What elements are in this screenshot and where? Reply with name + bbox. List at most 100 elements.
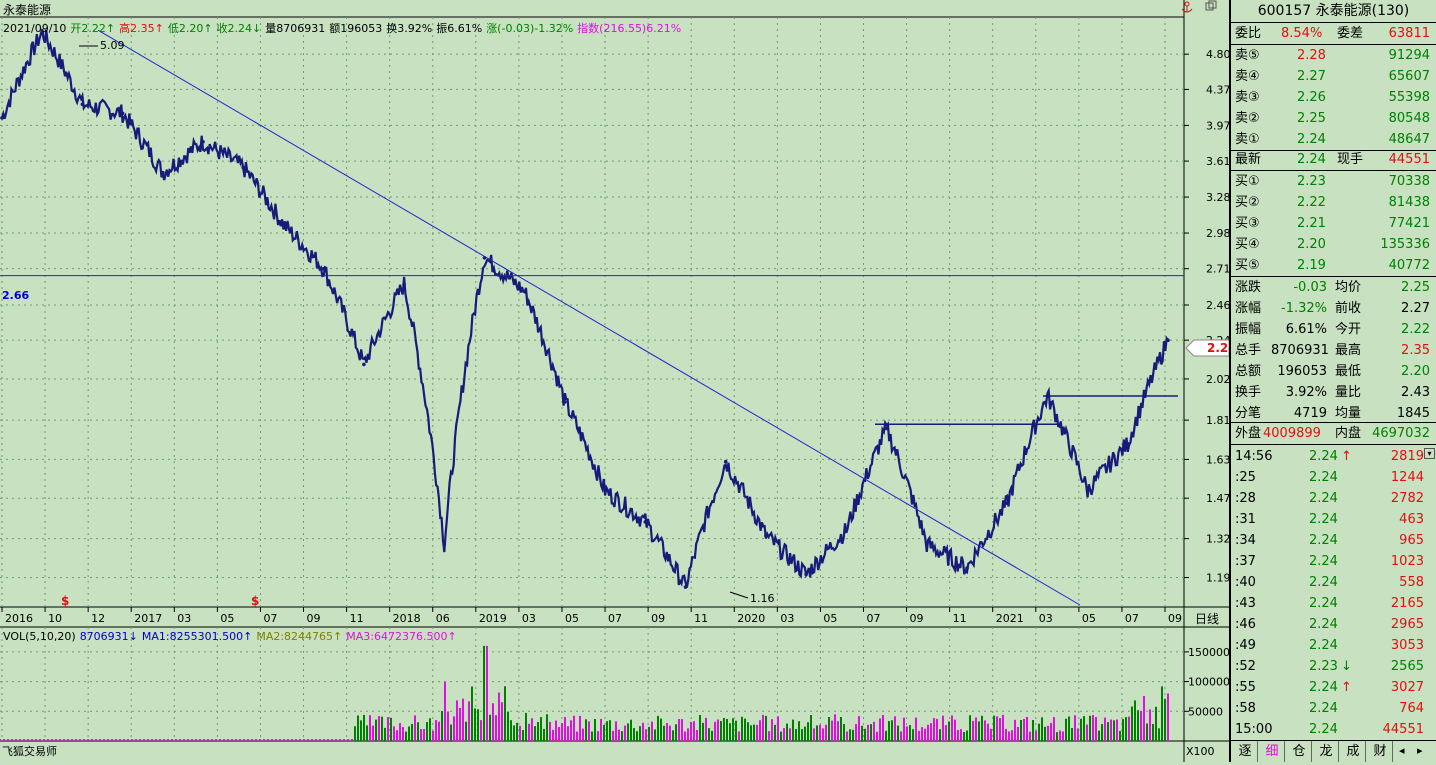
price-point[interactable] [522, 289, 527, 294]
price-point[interactable] [804, 572, 808, 577]
price-point[interactable] [643, 520, 648, 524]
price-point[interactable] [1166, 338, 1170, 343]
price-point[interactable] [80, 102, 85, 107]
tick-row[interactable]: 15:00 2.24 44551 [1231, 719, 1436, 740]
stat-item: 额196053 [329, 22, 383, 35]
price-point[interactable] [201, 140, 205, 144]
price-point[interactable] [442, 542, 447, 547]
chevron-left-icon[interactable]: ◂ [1399, 744, 1405, 757]
stat-value: 2.27 [1401, 301, 1430, 316]
price-point[interactable] [884, 426, 889, 431]
vol-tick-label: 150000 [1188, 646, 1229, 659]
price-point[interactable] [965, 566, 969, 570]
tick-row[interactable]: 14:56 2.24 ↑ 2819 [1231, 446, 1436, 467]
main-chart[interactable]: 4.80 4.37 3.97 3.61 3.28 2.98 2.71 2.46 2.24 2.02… [0, 0, 1237, 762]
stat-label: 总手 [1235, 343, 1262, 358]
xianshou-label: 现手 [1337, 152, 1364, 167]
sell-row[interactable]: 卖⑤ 2.28 91294 [1231, 45, 1436, 66]
price-point[interactable] [844, 528, 849, 532]
tick-time: 15:00 [1235, 722, 1273, 737]
price-point[interactable] [563, 400, 567, 404]
price-point[interactable] [683, 585, 688, 589]
stat-label: 换手 [1235, 385, 1262, 400]
x-tick-label: 11 [350, 612, 364, 625]
price-point[interactable] [120, 111, 125, 116]
sell-row[interactable]: 卖② 2.25 80548 [1231, 108, 1436, 129]
tick-price: 2.24 [1309, 449, 1338, 464]
buy-row[interactable]: 买⑤ 2.19 40772 [1231, 255, 1436, 276]
tick-row[interactable]: :25 2.24 1244 [1231, 467, 1436, 488]
sell-row[interactable]: 卖③ 2.26 55398 [1231, 87, 1436, 108]
volume-header: VOL(5,10,20) 8706931↓ MA1:8255301.500↑ MA2:… [3, 629, 461, 645]
price-point[interactable] [402, 282, 406, 287]
tick-row[interactable]: :55 2.24 ↑ 3027 [1231, 677, 1436, 698]
panel-tab[interactable]: 逐 [1233, 741, 1258, 762]
price-point[interactable] [764, 534, 768, 538]
price-point[interactable] [241, 165, 245, 170]
tick-row[interactable]: :40 2.24 558 [1231, 572, 1436, 593]
weibi-label: 委比 [1235, 26, 1262, 41]
price-line[interactable] [0, 28, 1169, 588]
price-point[interactable] [362, 362, 366, 367]
x-tick-label: 12 [91, 612, 105, 625]
tick-row[interactable]: :34 2.24 965 [1231, 530, 1436, 551]
tick-row[interactable]: :43 2.24 2165 [1231, 593, 1436, 614]
price-point[interactable] [1085, 488, 1090, 493]
buy-row[interactable]: 买① 2.23 70338 [1231, 171, 1436, 192]
latest-row: 最新 2.24 现手 44551 [1231, 149, 1436, 170]
tick-row[interactable]: :37 2.24 1023 [1231, 551, 1436, 572]
x-tick-label: 11 [953, 612, 967, 625]
buy-row[interactable]: 买④ 2.20 135336 [1231, 234, 1436, 255]
trendline[interactable] [97, 29, 1081, 606]
quote-title[interactable]: 600157 永泰能源(130) [1257, 3, 1410, 19]
chevron-right-icon[interactable]: ▸ [1417, 744, 1423, 757]
price-point[interactable] [321, 266, 326, 271]
scroll-indicator-icon[interactable]: ▾ [1424, 448, 1435, 459]
tick-row[interactable]: :31 2.24 463 [1231, 509, 1436, 530]
tick-row[interactable]: :52 2.23 ↓ 2565 [1231, 656, 1436, 677]
period-label[interactable]: 日线 [1195, 612, 1219, 626]
tick-row[interactable]: :28 2.24 2782 [1231, 488, 1436, 509]
buy-row[interactable]: 买② 2.22 81438 [1231, 192, 1436, 213]
event-marker[interactable]: $ [61, 594, 69, 608]
tick-direction: ↓ [1341, 659, 1352, 674]
price-point[interactable] [1126, 441, 1130, 446]
panel-tab[interactable]: 成 [1341, 741, 1366, 762]
price-point[interactable] [40, 30, 44, 34]
y-tick-label: 2.98 [1206, 227, 1229, 240]
price-point[interactable] [603, 488, 607, 493]
tick-time: :58 [1235, 701, 1256, 716]
tick-row[interactable]: :46 2.24 2965 [1231, 614, 1436, 635]
tick-direction: ↑ [1341, 449, 1352, 464]
tick-row[interactable]: :49 2.24 3053 [1231, 635, 1436, 656]
y-tick-label: 2.46 [1206, 299, 1229, 312]
tick-price: 2.24 [1309, 554, 1338, 569]
price-point[interactable] [281, 222, 286, 227]
panel-tab[interactable]: 财 [1368, 741, 1393, 762]
price-point[interactable] [925, 542, 929, 547]
weicha-label: 委差 [1337, 26, 1364, 41]
window-restore-icon[interactable] [1205, 0, 1217, 11]
panel-tab[interactable]: 细 [1260, 741, 1285, 762]
x-tick-label: 09 [910, 612, 924, 625]
price-point[interactable] [1005, 501, 1009, 506]
x-tick-label: 2021 [996, 612, 1024, 625]
event-marker[interactable]: $ [251, 594, 259, 608]
anchor-icon[interactable] [1181, 1, 1193, 13]
panel-tab[interactable]: 龙 [1314, 741, 1339, 762]
sell-row[interactable]: 卖① 2.24 48647 [1231, 129, 1436, 150]
x-tick-label: 2017 [134, 612, 162, 625]
stat-item: 换3.92% [386, 22, 433, 35]
sell-row[interactable]: 卖④ 2.27 65607 [1231, 66, 1436, 87]
panel-tab[interactable]: 仓 [1287, 741, 1312, 762]
price-point[interactable] [0, 116, 4, 120]
price-chart-svg[interactable]: 4.80 4.37 3.97 3.61 3.28 2.98 2.71 2.46 2.24 2.02… [0, 0, 1237, 762]
tick-time: :55 [1235, 680, 1256, 695]
stat-row: 换手 3.92% 量比 2.43 [1231, 382, 1436, 403]
stat-label: 今开 [1335, 322, 1362, 337]
tick-row[interactable]: :58 2.24 764 [1231, 698, 1436, 719]
sell-volume: 55398 [1388, 90, 1430, 105]
price-point[interactable] [723, 459, 728, 464]
buy-row[interactable]: 买③ 2.21 77421 [1231, 213, 1436, 234]
price-point[interactable] [161, 170, 165, 175]
